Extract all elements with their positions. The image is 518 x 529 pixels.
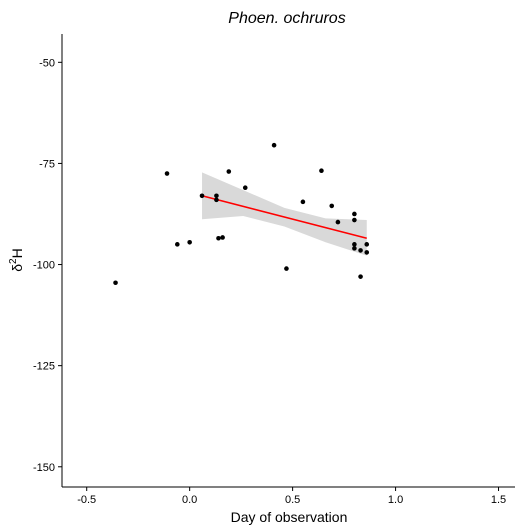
data-point (358, 248, 363, 253)
y-axis-label: δ2H (8, 248, 25, 271)
y-axis-label-base: δ (9, 264, 25, 272)
data-point (214, 193, 219, 199)
data-point (187, 239, 192, 245)
data-point (352, 246, 357, 251)
data-point (319, 168, 324, 174)
data-point (329, 203, 335, 209)
data-point (364, 250, 370, 255)
x-axis-label: Day of observation (231, 509, 348, 525)
points-layer (113, 142, 370, 286)
y-tick-label: -50 (39, 57, 55, 69)
fit-line-layer (201, 195, 367, 240)
y-axis-label-sup: 2 (8, 258, 19, 264)
data-point (175, 242, 180, 247)
y-tick-label: -100 (33, 260, 55, 272)
data-point (358, 274, 363, 279)
confidence-band-layer (202, 172, 367, 256)
y-tick-label: -125 (33, 361, 55, 373)
x-axis-ticks: -0.5 0.0 0.5 1.0 1.5 (77, 487, 506, 506)
x-tick-label: -0.5 (77, 494, 96, 506)
data-point (216, 235, 221, 241)
data-point (364, 242, 370, 247)
data-point (226, 169, 232, 174)
y-axis-ticks: -50 -75 -100 -125 -150 (33, 57, 62, 474)
data-point (352, 217, 357, 223)
fit-line (201, 195, 367, 240)
x-tick-label: 0.0 (182, 494, 197, 506)
data-point (220, 235, 225, 240)
y-axis-label-rest: H (9, 248, 25, 258)
confidence-band (202, 172, 367, 256)
data-point (242, 185, 248, 190)
data-point (271, 142, 277, 148)
data-point (352, 242, 357, 247)
data-point (113, 280, 118, 286)
data-point (300, 199, 306, 205)
y-tick-label: -75 (39, 158, 55, 170)
data-point (335, 219, 341, 225)
data-point (214, 197, 219, 203)
data-point (352, 211, 357, 217)
chart-title: Phoen. ochruros (228, 10, 345, 27)
data-point (164, 171, 170, 176)
x-tick-label: 1.0 (388, 494, 403, 506)
data-point (284, 266, 289, 271)
y-tick-label: -150 (33, 462, 55, 474)
data-point (199, 193, 205, 199)
x-tick-label: 1.5 (491, 494, 506, 506)
x-tick-label: 0.5 (285, 494, 300, 506)
